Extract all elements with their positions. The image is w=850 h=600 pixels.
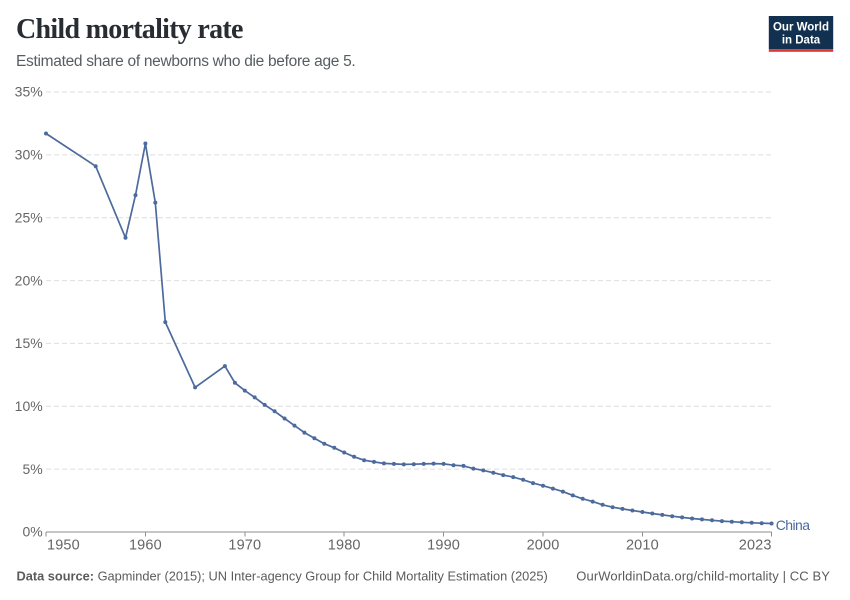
svg-text:15%: 15% (15, 335, 43, 351)
svg-text:Child mortality rate: Child mortality rate (16, 14, 243, 45)
svg-text:20%: 20% (15, 272, 43, 288)
svg-text:1970: 1970 (228, 538, 261, 554)
svg-text:1990: 1990 (427, 538, 460, 554)
svg-text:0%: 0% (22, 524, 42, 540)
svg-text:35%: 35% (15, 84, 43, 100)
svg-text:1950: 1950 (47, 538, 80, 554)
svg-text:Our World: Our World (773, 22, 829, 34)
svg-text:Estimated share of newborns wh: Estimated share of newborns who die befo… (16, 53, 355, 70)
svg-text:China: China (776, 517, 810, 533)
svg-text:2000: 2000 (527, 538, 560, 554)
svg-text:2010: 2010 (626, 538, 659, 554)
svg-text:1980: 1980 (328, 538, 361, 554)
svg-text:Data source: Gapminder (2015);: Data source: Gapminder (2015); UN Inter-… (17, 569, 548, 584)
svg-text:10%: 10% (15, 398, 43, 414)
svg-text:30%: 30% (15, 147, 43, 163)
svg-text:25%: 25% (15, 209, 43, 225)
svg-text:OurWorldinData.org/child-morta: OurWorldinData.org/child-mortality | CC … (576, 569, 830, 584)
svg-text:5%: 5% (22, 461, 42, 477)
svg-text:2023: 2023 (739, 538, 772, 554)
svg-text:in Data: in Data (782, 34, 821, 46)
svg-text:1960: 1960 (129, 538, 162, 554)
